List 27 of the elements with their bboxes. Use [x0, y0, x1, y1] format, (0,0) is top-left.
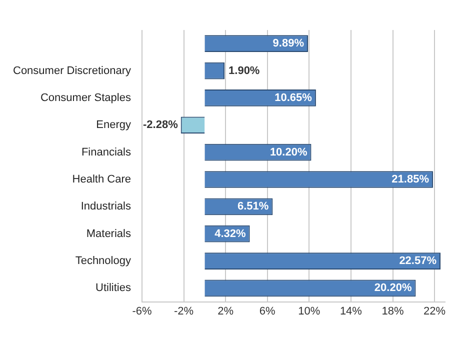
y-tick-label: Health Care [72, 174, 131, 186]
y-tick-label: Financials [81, 146, 132, 158]
data-label: 20.20% [374, 282, 412, 294]
x-tick-label: -6% [132, 305, 152, 318]
data-label: 10.20% [270, 146, 308, 158]
y-tick-label: Industrials [80, 200, 132, 213]
data-label: 9.89% [272, 38, 304, 50]
data-label: 6.51% [237, 200, 269, 213]
x-tick-label: 18% [382, 305, 404, 318]
y-tick-label: Technology [75, 255, 132, 268]
x-tick-label: 22% [424, 305, 446, 318]
data-label: 10.65% [274, 92, 312, 104]
data-label: 22.57% [399, 255, 437, 268]
y-tick-label: Consumer Discretionary [12, 64, 132, 77]
x-tick-label: 6% [259, 305, 276, 318]
data-label: 4.32% [214, 228, 246, 240]
y-tick-label: Utilities [96, 282, 132, 294]
data-label: -2.28% [142, 119, 178, 132]
y-tick-label: Materials [86, 228, 132, 240]
y-tick-label: Energy [96, 119, 132, 132]
data-label: 21.85% [392, 174, 430, 186]
x-tick-label: -2% [174, 305, 194, 318]
x-tick-label: 14% [340, 305, 362, 318]
x-tick-label: 2% [218, 305, 234, 318]
x-tick-label: 10% [298, 305, 320, 318]
data-label: 1.90% [228, 64, 260, 77]
y-tick-label: Consumer Staples [40, 92, 132, 104]
